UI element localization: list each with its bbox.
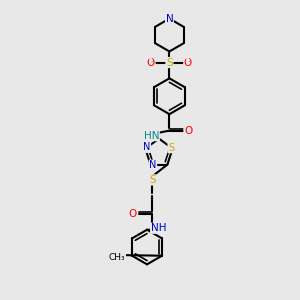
Text: S: S bbox=[166, 58, 173, 68]
Text: O: O bbox=[184, 58, 192, 68]
Text: CH₃: CH₃ bbox=[109, 253, 125, 262]
Text: N: N bbox=[143, 142, 151, 152]
Text: :: : bbox=[150, 56, 152, 62]
Text: O: O bbox=[184, 126, 192, 136]
Text: N: N bbox=[149, 160, 157, 170]
Text: HN: HN bbox=[144, 131, 159, 141]
Text: N: N bbox=[166, 14, 173, 24]
Text: O: O bbox=[129, 209, 137, 219]
Text: NH: NH bbox=[151, 223, 166, 233]
Text: :: : bbox=[187, 56, 189, 62]
Text: O: O bbox=[147, 58, 155, 68]
Text: S: S bbox=[149, 175, 156, 185]
Text: S: S bbox=[168, 143, 174, 153]
